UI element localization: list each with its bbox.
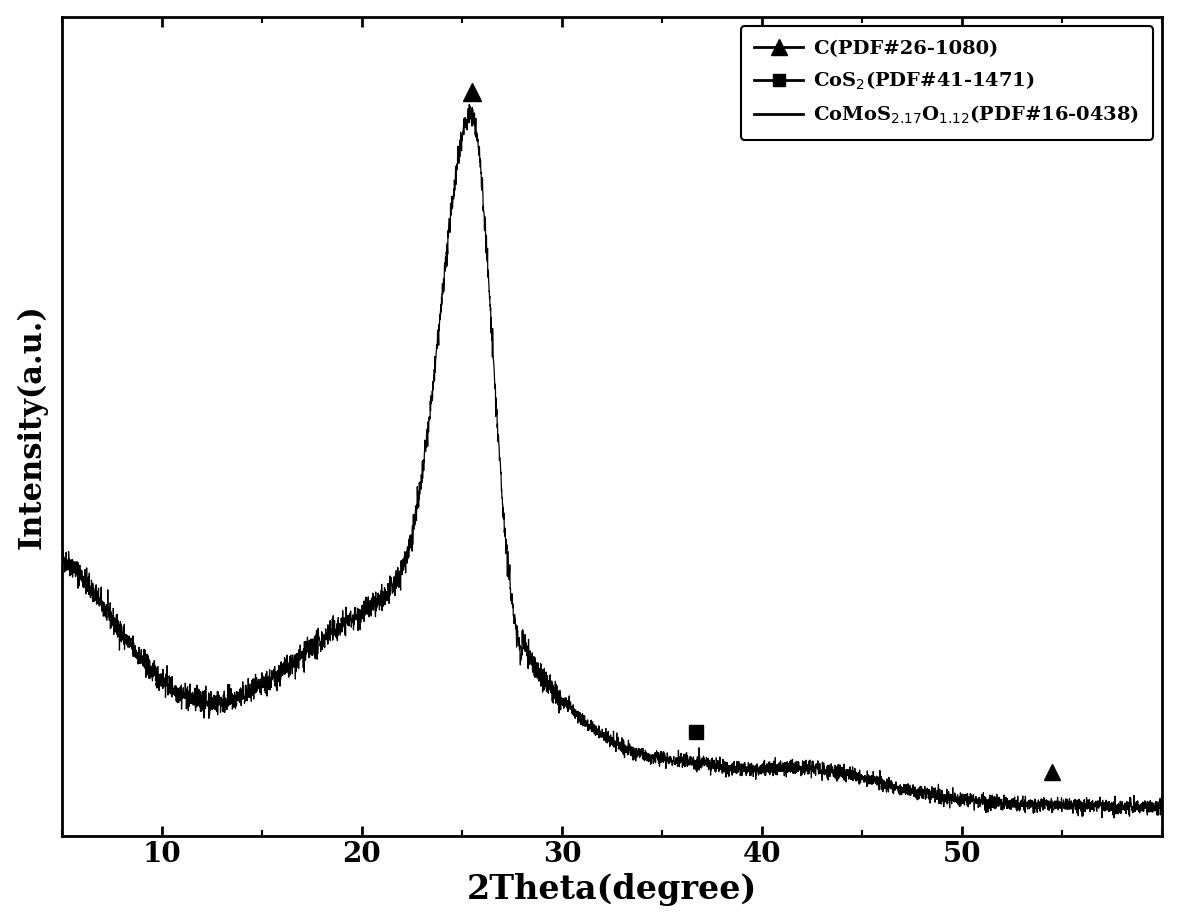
X-axis label: 2Theta(degree): 2Theta(degree) bbox=[467, 873, 757, 906]
Y-axis label: Intensity(a.u.): Intensity(a.u.) bbox=[17, 304, 48, 548]
Legend: C(PDF#26-1080), CoS$_2$(PDF#41-1471), CoMoS$_{2.17}$O$_{1.12}$(PDF#16-0438): C(PDF#26-1080), CoS$_2$(PDF#41-1471), Co… bbox=[740, 27, 1153, 139]
